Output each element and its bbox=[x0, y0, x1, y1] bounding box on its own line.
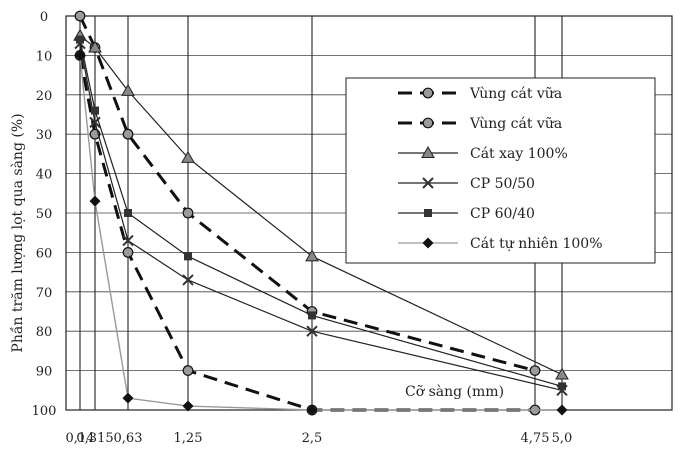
data-point bbox=[122, 234, 134, 247]
data-point bbox=[88, 40, 102, 53]
y-tick-label: 10 bbox=[36, 49, 53, 64]
data-point bbox=[422, 177, 434, 189]
data-point bbox=[122, 246, 134, 258]
data-point bbox=[121, 83, 135, 96]
y-tick-labels: 0 10 20 30 40 50 60 70 80 90 100 bbox=[32, 10, 57, 419]
data-point bbox=[122, 392, 134, 404]
series-line bbox=[79, 55, 562, 411]
series-5 bbox=[74, 49, 568, 416]
series-4 bbox=[76, 35, 566, 391]
legend-box bbox=[345, 77, 656, 264]
series-group bbox=[73, 10, 569, 416]
legend-entry: Cát xay 100% bbox=[398, 145, 568, 162]
x-tick-labels: 0,140,315 0,63 1,25 2,5 4,75 5,0 bbox=[66, 431, 573, 446]
y-tick-label: 20 bbox=[36, 89, 53, 104]
x-tick-label: 5,0 bbox=[552, 431, 573, 446]
data-point bbox=[76, 35, 84, 44]
data-point bbox=[556, 404, 568, 416]
legend-label: Cát tự nhiên 100% bbox=[470, 236, 603, 252]
legend-label: Cát xay 100% bbox=[470, 146, 568, 162]
legend-label: CP 50/50 bbox=[470, 176, 535, 192]
data-point bbox=[422, 117, 434, 129]
series-line bbox=[79, 39, 563, 387]
legend-entry: CP 50/50 bbox=[398, 176, 535, 192]
data-point bbox=[306, 325, 318, 337]
data-point bbox=[182, 365, 194, 377]
x-tick-label: 0,315 bbox=[76, 431, 113, 446]
y-tick-label: 40 bbox=[36, 168, 53, 183]
data-point bbox=[181, 150, 195, 163]
y-tick-label: 80 bbox=[36, 325, 53, 340]
data-point bbox=[421, 145, 435, 158]
data-point bbox=[305, 249, 319, 262]
y-tick-label: 60 bbox=[36, 246, 53, 261]
y-tick-label: 30 bbox=[36, 128, 53, 143]
legend: Vùng cát vữa Vùng cát vữa Cát xay 100% CP 5… bbox=[345, 77, 656, 264]
data-point bbox=[422, 87, 434, 99]
data-point bbox=[182, 274, 194, 286]
y-tick-label: 100 bbox=[32, 404, 57, 419]
data-point bbox=[182, 400, 194, 412]
x-tick-label: 0,14 bbox=[66, 431, 95, 446]
legend-entry: Vùng cát vữa bbox=[398, 86, 562, 102]
y-tick-label: 50 bbox=[36, 207, 53, 222]
data-point bbox=[89, 195, 101, 207]
legend-label: Vùng cát vữa bbox=[469, 116, 562, 132]
y-tick-label: 70 bbox=[36, 286, 53, 301]
data-point bbox=[529, 365, 541, 377]
legend-entry: Vùng cát vữa bbox=[398, 116, 562, 132]
x-tick-label: 1,25 bbox=[174, 431, 203, 446]
x-tick-label: 2,5 bbox=[302, 431, 323, 446]
data-point bbox=[555, 367, 569, 380]
legend-label: CP 60/40 bbox=[470, 206, 535, 222]
data-point bbox=[74, 10, 86, 22]
legend-label: Vùng cát vữa bbox=[469, 86, 562, 102]
data-point bbox=[124, 209, 132, 217]
legend-entry: Cát tự nhiên 100% bbox=[398, 236, 603, 252]
data-point bbox=[74, 49, 86, 61]
data-point bbox=[91, 106, 99, 115]
y-tick-label: 0 bbox=[40, 10, 48, 25]
x-axis-title: Cỡ sàng (mm) bbox=[405, 383, 504, 400]
series-line bbox=[78, 15, 536, 373]
data-point bbox=[122, 128, 134, 140]
data-point bbox=[184, 252, 192, 261]
data-point bbox=[558, 382, 566, 391]
data-point bbox=[424, 209, 432, 217]
data-point bbox=[306, 404, 318, 416]
x-tick-label: 0,63 bbox=[114, 431, 143, 446]
data-point bbox=[308, 311, 316, 320]
data-point bbox=[422, 237, 434, 249]
x-tick-label: 4,75 bbox=[521, 431, 550, 446]
y-tick-label: 90 bbox=[36, 365, 53, 380]
legend-entry: CP 60/40 bbox=[398, 206, 535, 222]
data-point bbox=[182, 207, 194, 219]
y-axis-title: Phần trăm lượng lọt qua sàng (%) bbox=[9, 113, 26, 352]
